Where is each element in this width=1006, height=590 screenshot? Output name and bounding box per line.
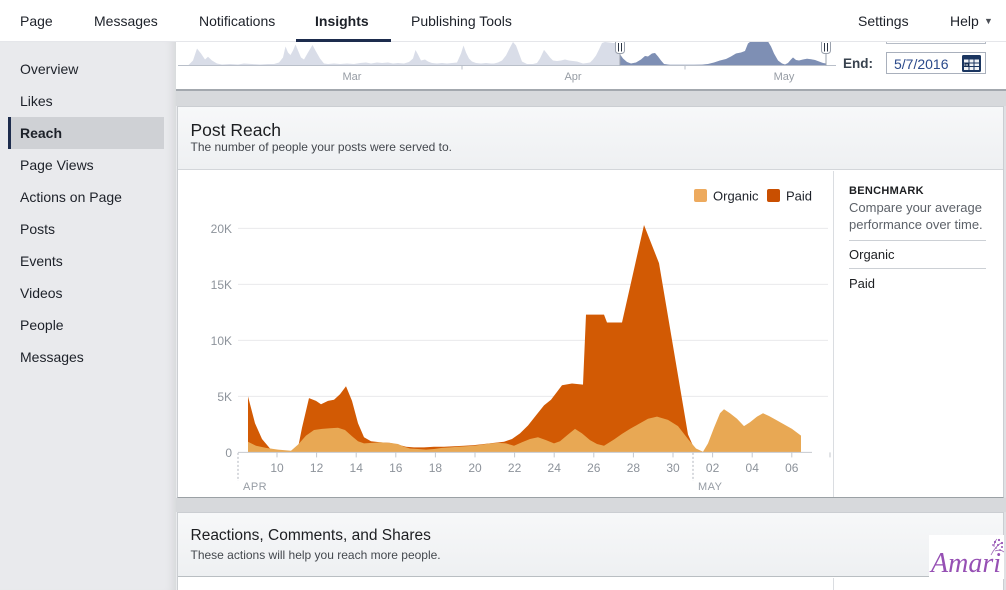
svg-text:04: 04	[746, 461, 760, 475]
svg-text:May: May	[774, 71, 795, 83]
svg-text:0: 0	[225, 446, 232, 460]
svg-text:20K: 20K	[211, 222, 232, 236]
svg-text:14: 14	[350, 461, 364, 475]
svg-text:28: 28	[627, 461, 641, 475]
svg-text:Paid: Paid	[786, 189, 812, 204]
svg-text:Organic: Organic	[713, 189, 759, 204]
svg-text:26: 26	[587, 461, 601, 475]
svg-text:16: 16	[389, 461, 403, 475]
svg-text:APR: APR	[243, 481, 267, 493]
svg-text:30: 30	[666, 461, 680, 475]
svg-text:12: 12	[310, 461, 324, 475]
svg-text:24: 24	[548, 461, 562, 475]
svg-text:Mar: Mar	[343, 71, 362, 83]
svg-text:Amari: Amari	[929, 548, 1001, 579]
svg-text:Apr: Apr	[564, 71, 581, 83]
svg-text:MAY: MAY	[698, 481, 723, 493]
svg-text:15K: 15K	[211, 278, 232, 292]
svg-text:20: 20	[468, 461, 482, 475]
svg-text:06: 06	[785, 461, 799, 475]
svg-text:18: 18	[429, 461, 443, 475]
svg-text:10: 10	[270, 461, 284, 475]
svg-text:02: 02	[706, 461, 720, 475]
svg-text:22: 22	[508, 461, 522, 475]
svg-text:10K: 10K	[211, 334, 232, 348]
svg-text:5K: 5K	[217, 390, 232, 404]
